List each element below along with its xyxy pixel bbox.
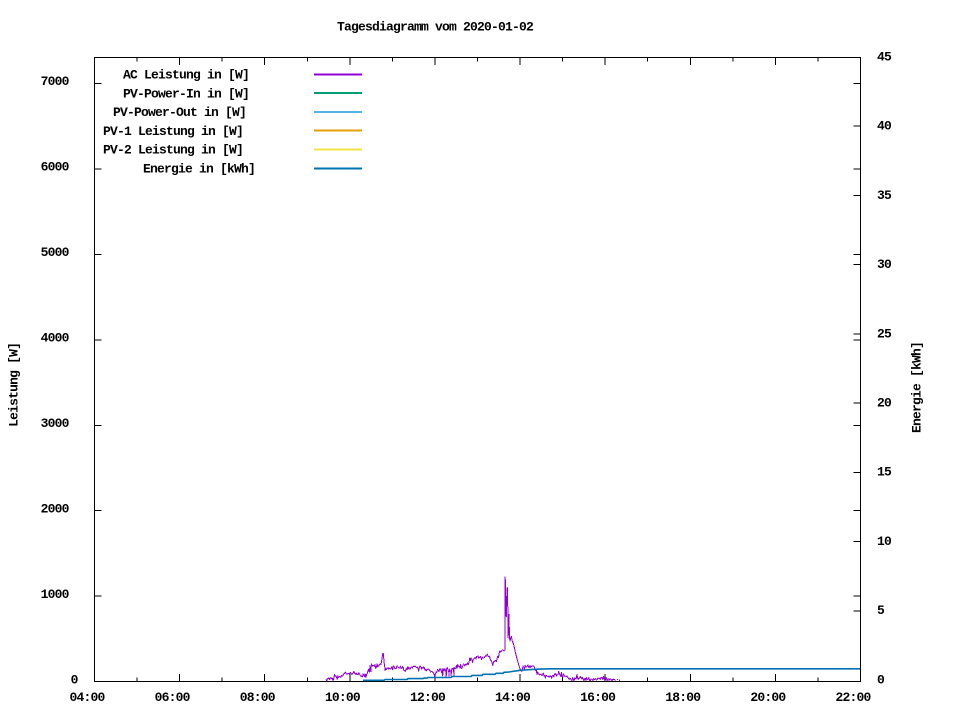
svg-text:18:00: 18:00: [665, 690, 701, 705]
svg-text:40: 40: [877, 119, 892, 134]
svg-text:Energie [kWh]: Energie [kWh]: [910, 342, 925, 433]
svg-text:PV-Power-In in [W]: PV-Power-In in [W]: [123, 86, 249, 101]
svg-text:0: 0: [71, 673, 79, 688]
svg-text:AC Leistung in [W]: AC Leistung in [W]: [123, 68, 249, 83]
svg-text:Tagesdiagramm vom 2020-01-02: Tagesdiagramm vom 2020-01-02: [337, 20, 534, 35]
svg-text:20: 20: [877, 396, 892, 411]
svg-text:0: 0: [877, 672, 885, 687]
svg-text:10:00: 10:00: [325, 690, 361, 705]
svg-text:25: 25: [877, 326, 892, 341]
svg-text:10: 10: [877, 534, 892, 549]
svg-text:30: 30: [877, 257, 892, 272]
svg-text:1000: 1000: [41, 587, 70, 602]
svg-text:PV-2 Leistung in [W]: PV-2 Leistung in [W]: [103, 143, 243, 158]
svg-text:3000: 3000: [41, 416, 70, 431]
svg-text:16:00: 16:00: [580, 690, 616, 705]
svg-text:45: 45: [877, 49, 892, 64]
svg-text:20:00: 20:00: [750, 690, 786, 705]
svg-text:Energie in [kWh]: Energie in [kWh]: [143, 162, 255, 177]
svg-text:7000: 7000: [41, 74, 70, 89]
svg-text:35: 35: [877, 188, 892, 203]
svg-text:04:00: 04:00: [70, 690, 106, 705]
svg-text:5000: 5000: [41, 245, 70, 260]
svg-text:5: 5: [877, 603, 885, 618]
svg-text:08:00: 08:00: [240, 690, 276, 705]
svg-text:6000: 6000: [41, 160, 70, 175]
svg-text:22:00: 22:00: [836, 690, 872, 705]
svg-text:Leistung [W]: Leistung [W]: [7, 343, 22, 427]
svg-text:PV-1 Leistung in [W]: PV-1 Leistung in [W]: [103, 124, 243, 139]
svg-text:15: 15: [877, 465, 892, 480]
svg-text:PV-Power-Out in [W]: PV-Power-Out in [W]: [113, 105, 246, 120]
svg-text:06:00: 06:00: [155, 690, 191, 705]
svg-text:14:00: 14:00: [495, 690, 531, 705]
svg-text:12:00: 12:00: [410, 690, 446, 705]
svg-text:4000: 4000: [41, 331, 70, 346]
svg-text:2000: 2000: [41, 502, 70, 517]
